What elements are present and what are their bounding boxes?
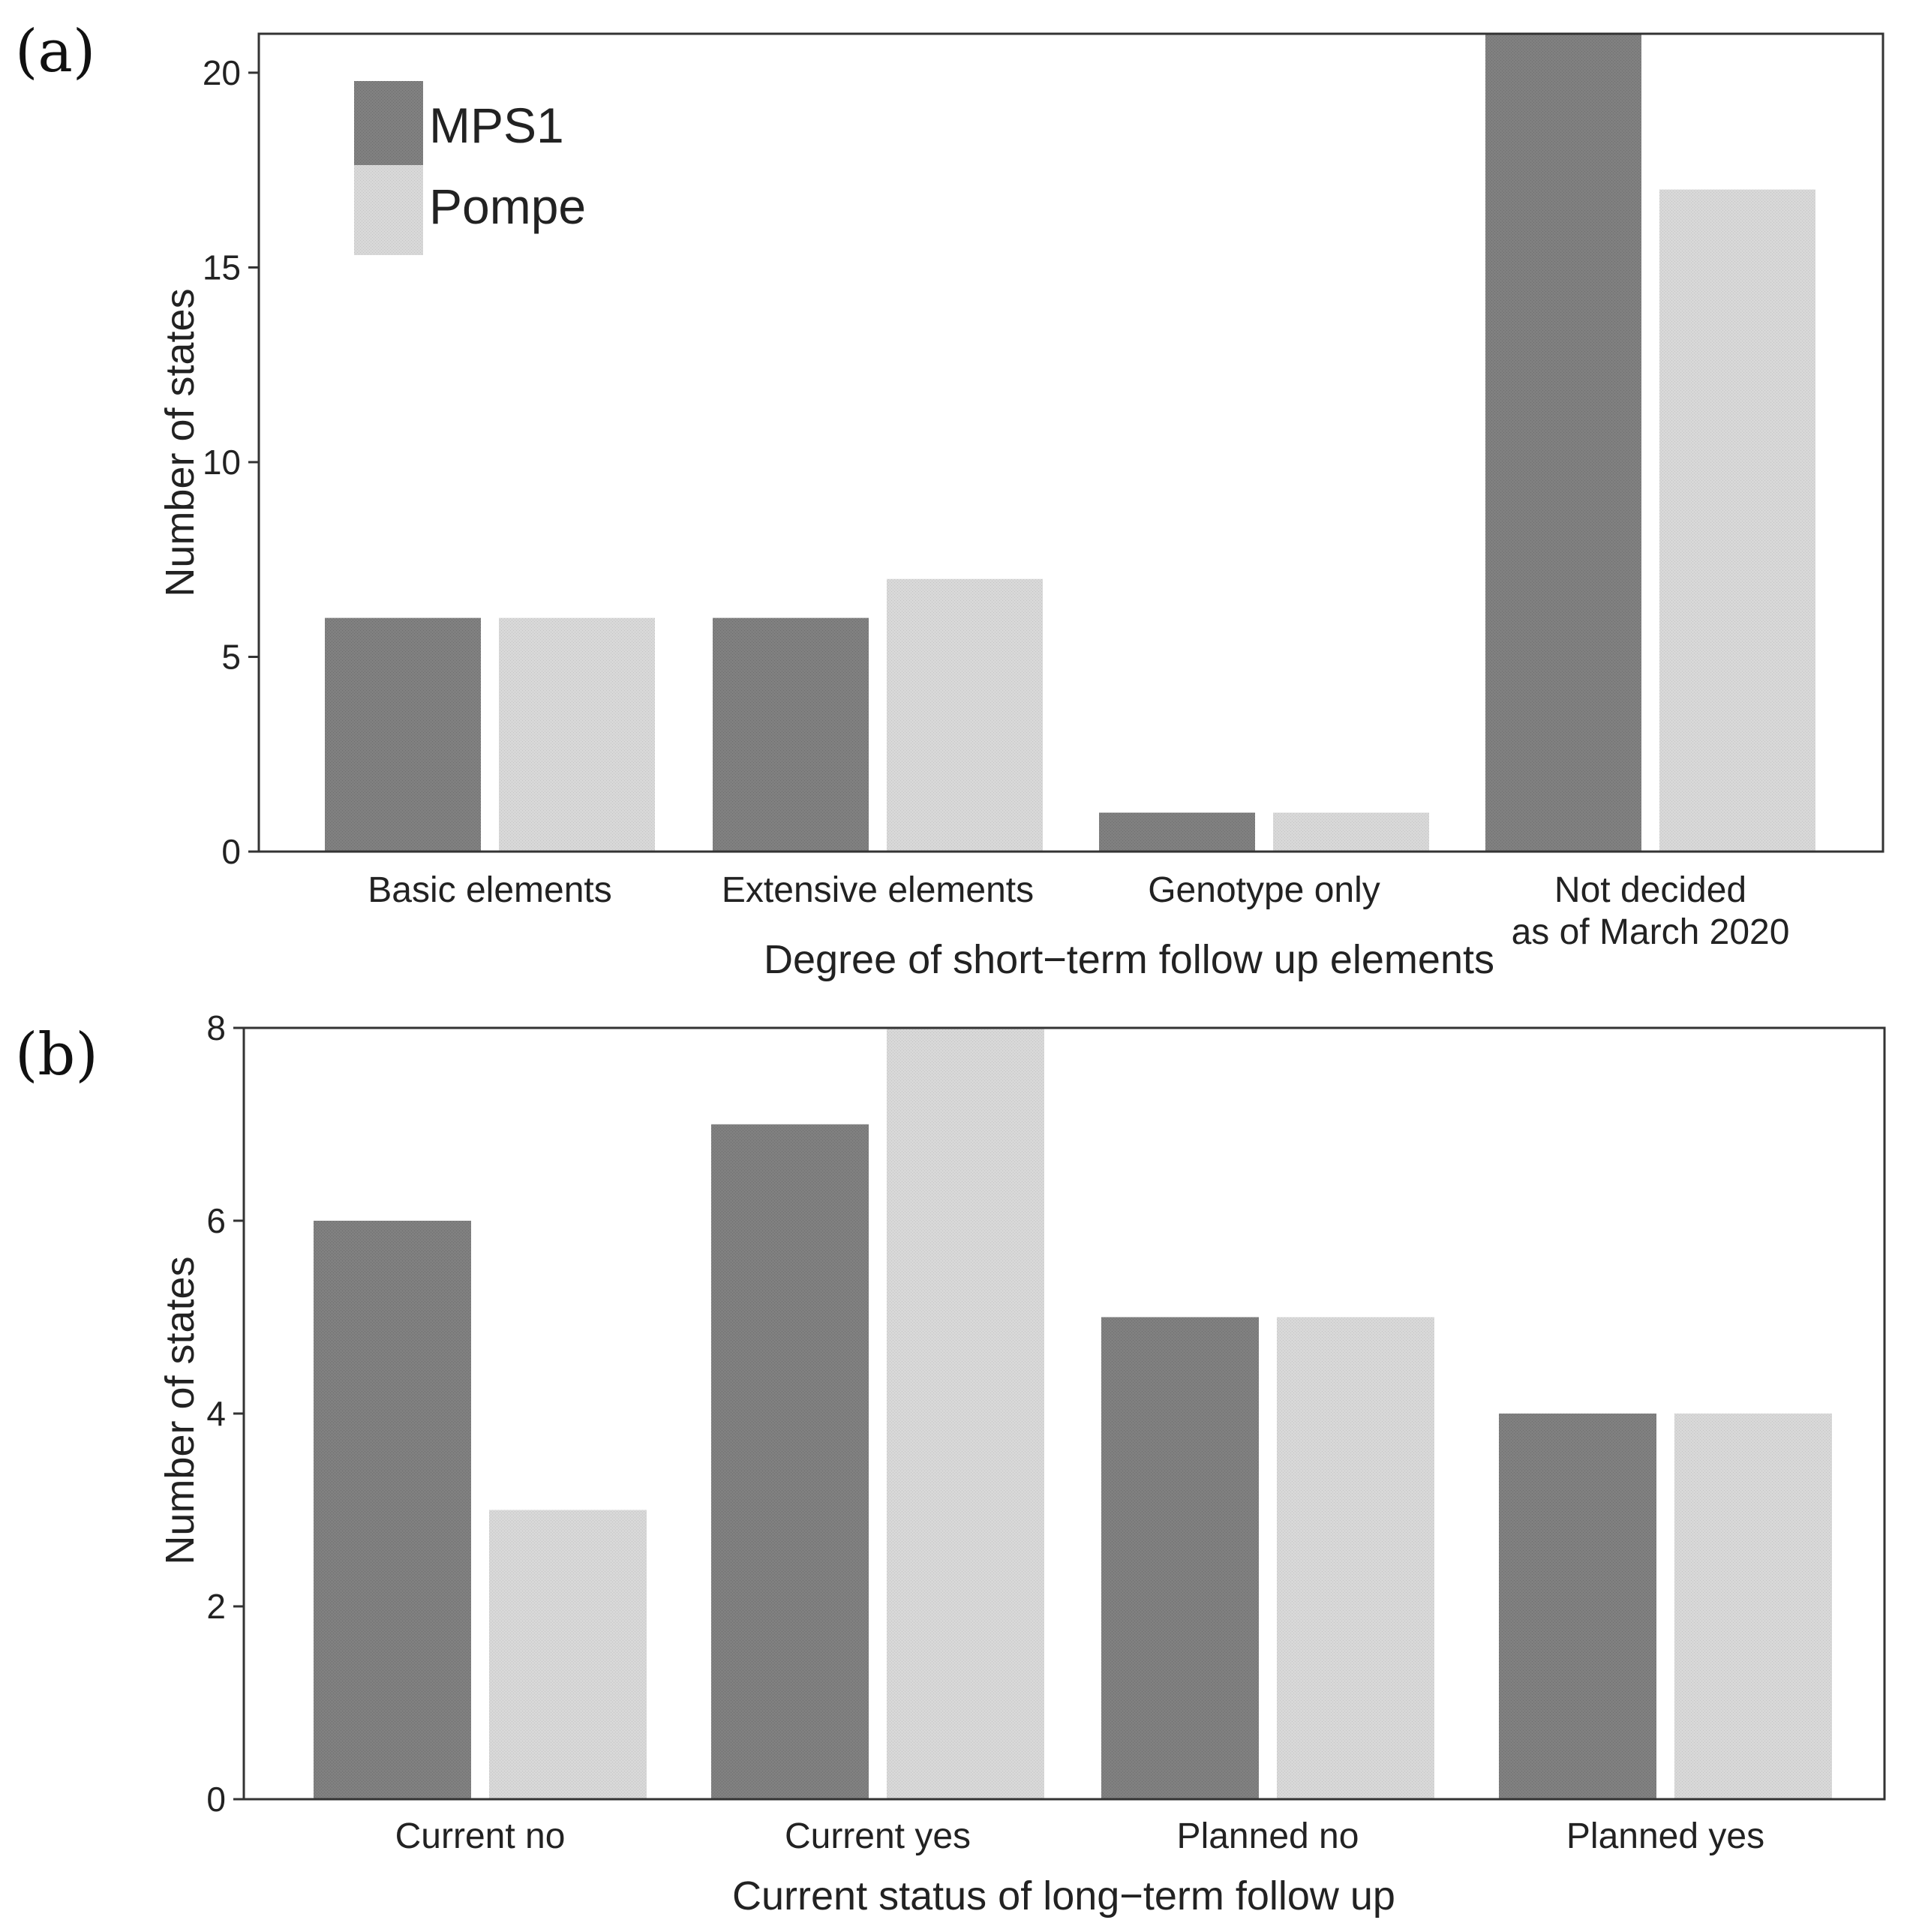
bar-pompe-planned-yes [1674, 1414, 1832, 1799]
y-tick-label: 2 [206, 1587, 226, 1626]
y-tick-label: 8 [206, 1008, 226, 1047]
bar-mps1-extensive-elements [713, 617, 869, 852]
legend-swatch-pompe [354, 165, 423, 255]
panel-a-y-axis-title: Number of states [158, 288, 203, 596]
panel-b: (b) 0 2 4 6 8 Current no Current yes Planned n… [15, 1008, 1886, 1918]
legend: MPS1 Pompe [354, 81, 586, 255]
x-tick-label-genotype-only: Genotype only [1148, 870, 1380, 910]
panel-b-y-axis-title: Number of states [158, 1256, 203, 1564]
bar-pompe-genotype-only [1273, 813, 1429, 852]
x-tick-label-current-no: Current no [395, 1816, 566, 1856]
panel-b-bars [314, 1028, 1832, 1799]
bar-mps1-not-decided-as-of-march-2020 [1485, 34, 1641, 852]
bar-pompe-planned-no [1277, 1317, 1434, 1799]
y-tick-label: 0 [221, 832, 241, 871]
bar-mps1-genotype-only [1099, 813, 1255, 852]
panel-a-label: (a) [15, 18, 95, 86]
bar-mps1-current-yes [711, 1124, 869, 1799]
y-tick-label: 4 [206, 1394, 226, 1433]
legend-label-pompe: Pompe [429, 179, 586, 234]
bar-pompe-current-no [489, 1510, 647, 1799]
panel-a-bars [325, 34, 1815, 852]
panel-b-x-axis-title: Current status of long−term follow up [732, 1873, 1395, 1918]
bar-mps1-current-no [314, 1221, 471, 1799]
x-tick-label-planned-no: Planned no [1177, 1816, 1359, 1856]
bar-mps1-planned-yes [1499, 1414, 1656, 1799]
bar-mps1-planned-no [1101, 1317, 1259, 1799]
panel-b-label: (b) [15, 1021, 98, 1089]
x-tick-label-not-decided-as-of-march-2020: Not decided as of March 2020 [1512, 870, 1790, 952]
bar-mps1-basic-elements [325, 617, 481, 852]
x-tick-label-basic-elements: Basic elements [368, 870, 611, 910]
panel-a: (a) 0 5 10 15 20 Basic elements Extensive ele… [15, 18, 1884, 982]
panel-b-y-ticks: 0 2 4 6 8 [206, 1008, 244, 1819]
y-tick-label: 5 [221, 637, 241, 676]
y-tick-label: 15 [203, 248, 241, 287]
y-tick-label: 6 [206, 1201, 226, 1240]
legend-label-mps1: MPS1 [429, 98, 564, 153]
bar-pompe-extensive-elements [887, 578, 1043, 852]
y-tick-label: 20 [203, 53, 241, 92]
y-tick-label: 0 [206, 1780, 226, 1819]
panel-a-y-ticks: 0 5 10 15 20 [203, 53, 259, 871]
panel-b-x-tick-labels: Current no Current yes Planned no Planned y… [395, 1816, 1764, 1856]
legend-swatch-mps1 [354, 81, 423, 165]
x-tick-label-current-yes: Current yes [785, 1816, 971, 1856]
x-tick-label-planned-yes: Planned yes [1566, 1816, 1764, 1856]
bar-pompe-not-decided-as-of-march-2020 [1659, 189, 1815, 852]
x-tick-label-extensive-elements: Extensive elements [722, 870, 1034, 910]
bar-pompe-current-yes [887, 1028, 1044, 1799]
bar-pompe-basic-elements [499, 617, 655, 852]
panel-a-x-tick-labels: Basic elements Extensive elements Genotype… [368, 870, 1789, 952]
panel-a-x-axis-title: Degree of short−term follow up elements [764, 937, 1494, 982]
y-tick-label: 10 [203, 443, 241, 482]
